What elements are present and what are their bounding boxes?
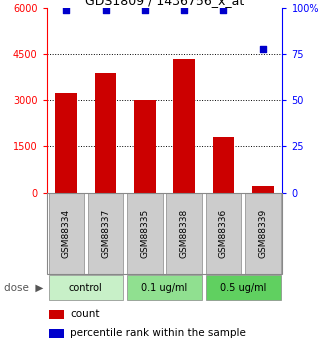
Bar [245, 193, 281, 274]
Point [221, 7, 226, 12]
Bar [206, 275, 281, 300]
Bar [88, 193, 123, 274]
Bar [56, 92, 77, 193]
Text: GSM88338: GSM88338 [180, 208, 189, 258]
Bar [49, 310, 64, 318]
Text: GSM88335: GSM88335 [140, 208, 149, 258]
Text: GSM88336: GSM88336 [219, 208, 228, 258]
Bar [49, 329, 64, 337]
Text: percentile rank within the sample: percentile rank within the sample [70, 328, 246, 338]
Bar [252, 186, 273, 193]
Bar [95, 72, 116, 193]
Bar [167, 193, 202, 274]
Title: GDS1809 / 1436756_x_at: GDS1809 / 1436756_x_at [85, 0, 244, 7]
Point [142, 7, 147, 12]
Bar [173, 59, 195, 193]
Bar [213, 137, 234, 193]
Text: GSM88339: GSM88339 [258, 208, 267, 258]
Text: 0.1 ug/ml: 0.1 ug/ml [141, 283, 188, 293]
Bar [48, 275, 123, 300]
Text: GSM88334: GSM88334 [62, 208, 71, 258]
Bar [134, 100, 156, 193]
Text: 0.5 ug/ml: 0.5 ug/ml [220, 283, 266, 293]
Point [103, 7, 108, 12]
Bar [127, 193, 162, 274]
Point [64, 7, 69, 12]
Point [182, 7, 187, 12]
Text: dose  ▶: dose ▶ [4, 283, 43, 293]
Bar [206, 193, 241, 274]
Text: count: count [70, 309, 100, 319]
Bar [127, 275, 202, 300]
Text: control: control [69, 283, 103, 293]
Bar [48, 193, 84, 274]
Text: GSM88337: GSM88337 [101, 208, 110, 258]
Point [260, 46, 265, 51]
